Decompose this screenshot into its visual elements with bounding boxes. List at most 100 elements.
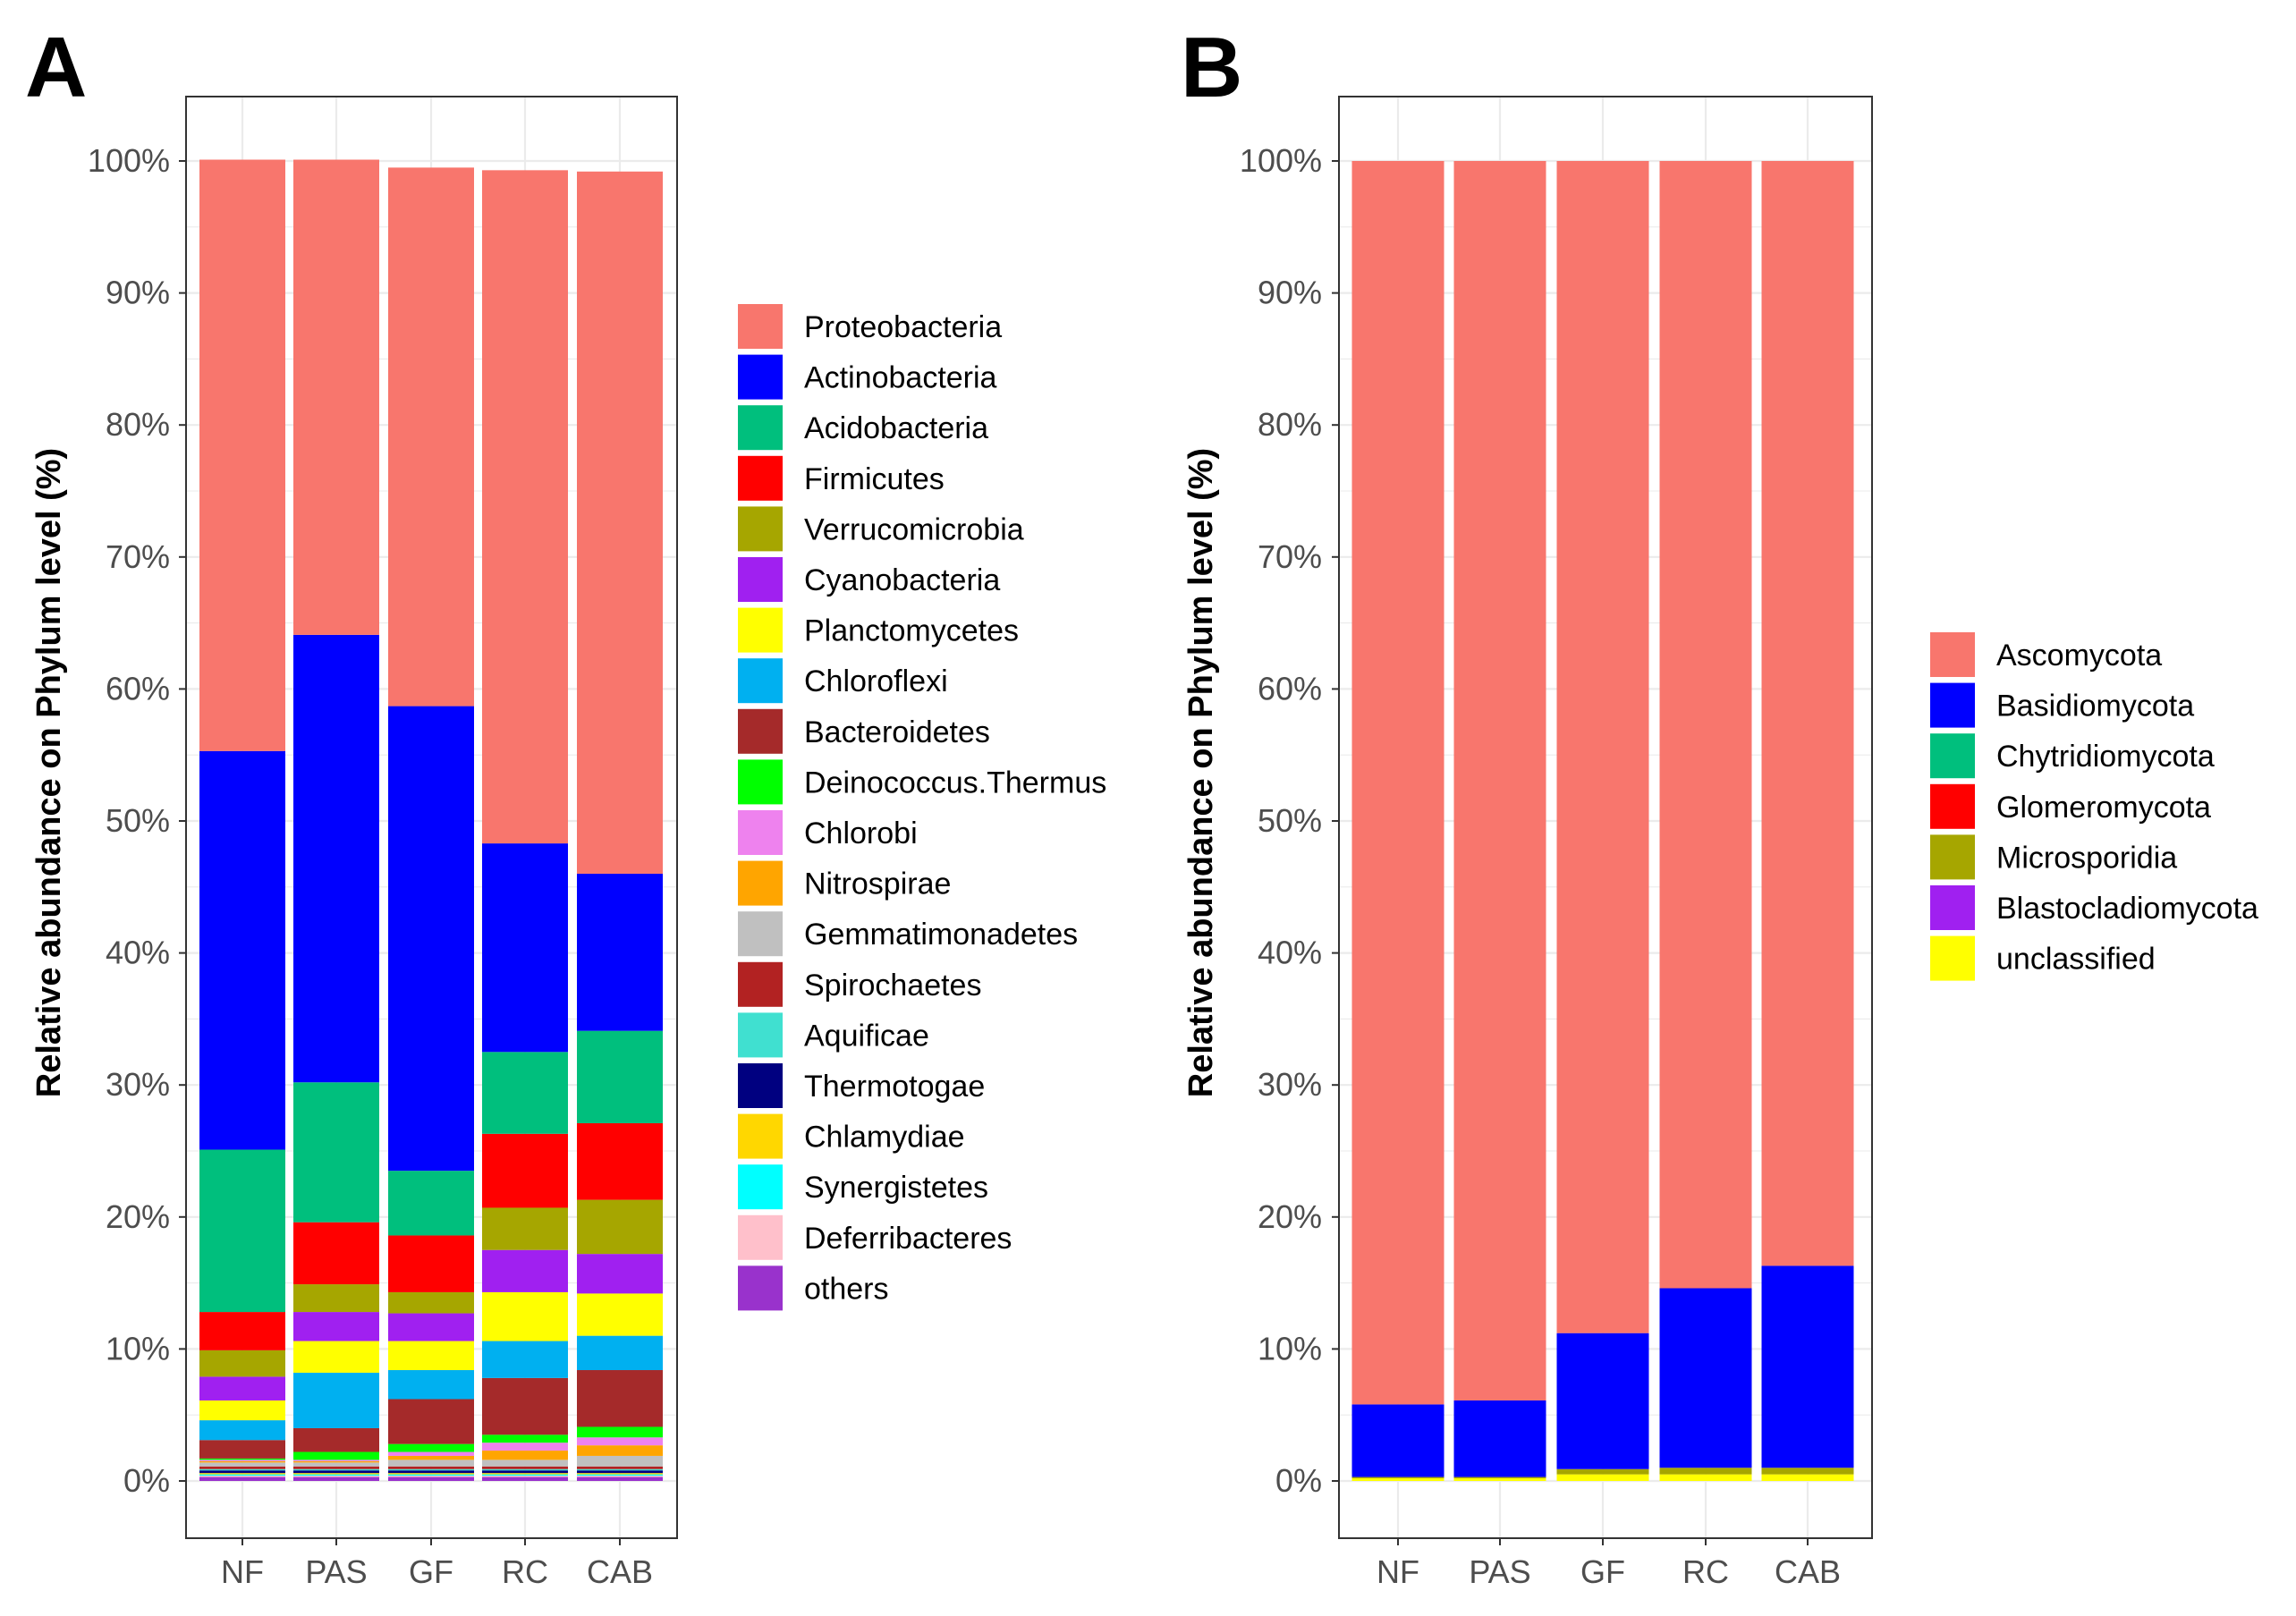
legend-label: Chlamydiae: [804, 1121, 965, 1155]
legend-swatch: [738, 658, 783, 704]
legend-label: unclassified: [1996, 943, 2156, 977]
bar-segment-planctomycetes-rc: [482, 1291, 568, 1341]
bar-segment-basidiomycota-pas: [1453, 1400, 1546, 1477]
y-tick-label: 40%: [106, 935, 170, 971]
bar-segment-synergistetes-pas: [293, 1474, 379, 1476]
bar-segment-chloroflexi-cab: [577, 1335, 663, 1371]
bar-segment-unclassified-pas: [1453, 1478, 1546, 1481]
legend-label: Chlorobi: [804, 816, 918, 850]
legend-label: Firmicutes: [804, 462, 945, 496]
bar-segment-gemmatimonadetes-gf: [388, 1459, 474, 1467]
bar-segment-chlamydiae-pas: [293, 1473, 379, 1475]
y-tick-label: 10%: [1258, 1330, 1322, 1366]
bar-segment-verrucomicrobia-pas: [293, 1284, 379, 1313]
bar-segment-microsporidia-rc: [1659, 1468, 1752, 1475]
legend-swatch: [738, 1164, 783, 1210]
y-tick-label: 0%: [1275, 1462, 1322, 1499]
legend-swatch: [738, 557, 783, 602]
legend-label: Planctomycetes: [804, 614, 1019, 648]
legend-swatch: [738, 1012, 783, 1058]
bar-segment-proteobacteria-nf: [199, 159, 285, 751]
bar-segment-chlamydiae-nf: [199, 1473, 285, 1475]
bar-segment-gemmatimonadetes-cab: [577, 1455, 663, 1467]
x-tick-label: GF: [1580, 1553, 1625, 1590]
x-tick-label: NF: [221, 1553, 264, 1590]
x-tick-label: CAB: [1775, 1553, 1841, 1590]
bar-segment-ascomycota-nf: [1351, 161, 1445, 1405]
bar-segment-unclassified-cab: [1761, 1474, 1854, 1481]
legend-swatch: [738, 961, 783, 1007]
bar-segment-synergistetes-cab: [577, 1474, 663, 1476]
y-tick-label: 40%: [1258, 935, 1322, 971]
bar-segment-deinococcus-thermus-cab: [577, 1426, 663, 1438]
y-tick-label: 20%: [1258, 1198, 1322, 1235]
bar-segment-nitrospirae-gf: [388, 1455, 474, 1460]
legend-label: Aquificae: [804, 1019, 929, 1053]
bar-segment-chlamydiae-cab: [577, 1473, 663, 1475]
y-tick-label: 60%: [106, 670, 170, 706]
bar-segment-chlamydiae-rc: [482, 1473, 568, 1475]
bar-segment-nitrospirae-rc: [482, 1451, 568, 1460]
bar-segment-acidobacteria-rc: [482, 1052, 568, 1134]
legend-label: Actinobacteria: [804, 361, 997, 395]
x-tick-label: CAB: [587, 1553, 653, 1590]
bar-segment-aquificae-nf: [199, 1468, 285, 1471]
legend-swatch: [738, 1063, 783, 1108]
panel-b: B 0% 10% 20% 30% 40% 50% 60% 70% 80% 90% 100% NF PAS G…: [1181, 20, 2258, 1590]
x-tick-label: NF: [1377, 1553, 1419, 1590]
legend-swatch: [1930, 632, 1975, 677]
legend-label: Thermotogae: [804, 1070, 985, 1104]
legend-label: Blastocladiomycota: [1996, 892, 2258, 926]
bar-segment-chlorobi-rc: [482, 1443, 568, 1451]
bar-segment-actinobacteria-rc: [482, 843, 568, 1053]
bar-segment-chloroflexi-rc: [482, 1341, 568, 1378]
legend-label: Chloroflexi: [804, 664, 948, 698]
bar-segment-synergistetes-rc: [482, 1474, 568, 1476]
legend-swatch: [1930, 783, 1975, 829]
legend: Proteobacteria Actinobacteria Acidobacteri…: [738, 304, 1106, 1311]
legend-swatch: [738, 506, 783, 552]
bar-segment-others-nf: [199, 1476, 285, 1481]
legend-label: Deferribacteres: [804, 1222, 1012, 1256]
legend-swatch: [738, 1265, 783, 1311]
legend-swatch: [738, 405, 783, 451]
bar-segment-aquificae-cab: [577, 1468, 663, 1471]
legend-swatch: [738, 860, 783, 906]
x-tick-label: PAS: [1469, 1553, 1530, 1590]
legend-label: Nitrospirae: [804, 867, 951, 901]
legend-swatch: [1930, 682, 1975, 728]
bar-segment-chlorobi-gf: [388, 1451, 474, 1456]
bar-segment-bacteroidetes-nf: [199, 1440, 285, 1459]
legend-swatch: [1930, 733, 1975, 779]
y-tick-label: 10%: [106, 1330, 170, 1366]
bar-segment-others-rc: [482, 1476, 568, 1481]
bar-segment-spirochaetes-cab: [577, 1466, 663, 1469]
bar-segment-thermotogae-gf: [388, 1470, 474, 1474]
bar-segment-cyanobacteria-nf: [199, 1376, 285, 1400]
bar-segment-chlorobi-cab: [577, 1437, 663, 1446]
bar-segment-firmicutes-cab: [577, 1123, 663, 1200]
x-tick-label: RC: [502, 1553, 548, 1590]
bar-segment-deinococcus-thermus-pas: [293, 1451, 379, 1460]
legend-swatch: [1930, 935, 1975, 981]
bar-segment-ascomycota-rc: [1659, 161, 1752, 1289]
bar-segment-basidiomycota-nf: [1351, 1404, 1445, 1477]
legend-label: Verrucomicrobia: [804, 512, 1024, 546]
panel-a: A 0% 10% 20% 30% 40% 50% 60% 70% 80% 90% 100% NF PAS G…: [25, 20, 1106, 1590]
bar-segment-bacteroidetes-gf: [388, 1399, 474, 1444]
bar-segment-basidiomycota-cab: [1761, 1265, 1854, 1468]
bar-segment-cyanobacteria-cab: [577, 1254, 663, 1294]
bar-segment-proteobacteria-cab: [577, 171, 663, 875]
bar-segment-proteobacteria-gf: [388, 167, 474, 706]
legend-label: others: [804, 1272, 889, 1306]
bar-segment-basidiomycota-gf: [1556, 1333, 1649, 1469]
y-tick-label: 50%: [1258, 802, 1322, 839]
bar-segment-others-gf: [388, 1476, 474, 1481]
bar-segment-aquificae-pas: [293, 1468, 379, 1471]
bar-segment-synergistetes-nf: [199, 1474, 285, 1476]
bar-segment-chloroflexi-nf: [199, 1420, 285, 1441]
bar-segment-unclassified-nf: [1351, 1478, 1445, 1481]
bar-segment-bacteroidetes-cab: [577, 1370, 663, 1427]
legend-label: Deinococcus.Thermus: [804, 766, 1106, 800]
